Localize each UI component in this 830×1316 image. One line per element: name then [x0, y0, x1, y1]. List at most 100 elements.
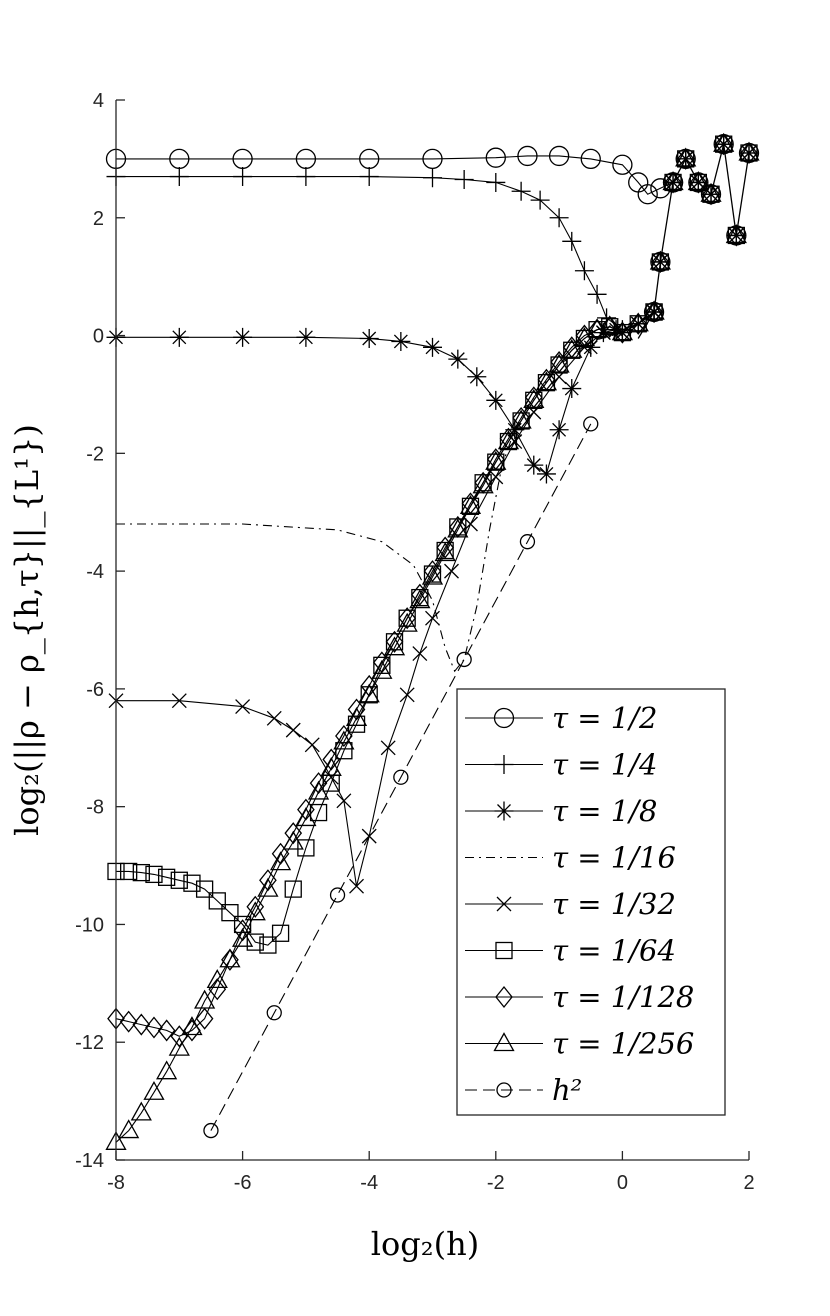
series-1-point [637, 184, 658, 205]
series-9-point [519, 534, 536, 550]
series-8-point [320, 757, 342, 777]
legend-marker [494, 801, 514, 821]
y-tick-label: -2 [86, 443, 104, 465]
series-1-point [548, 145, 570, 167]
series-9-line [210, 423, 592, 1131]
shared-tail-point [665, 174, 681, 190]
series-7-point [221, 948, 239, 971]
series-3-point [423, 337, 442, 357]
series-3-point [233, 327, 253, 347]
series-1-point [517, 145, 538, 167]
series-7-point [208, 978, 227, 1001]
series-8-point [586, 318, 608, 338]
series-8-point [206, 969, 228, 989]
series-8-point [561, 338, 583, 358]
series-1-point [580, 148, 601, 170]
series-3-point [448, 349, 468, 369]
series-6-point [233, 915, 252, 934]
series-3-point [549, 420, 569, 440]
series-7-point [347, 698, 366, 721]
legend-label: τ = 1/4 [552, 748, 657, 782]
series-5-point [266, 710, 282, 726]
y-tick-label: -4 [86, 561, 104, 583]
series-8-point [156, 1060, 178, 1080]
series-5-point [285, 722, 301, 738]
series-1 [105, 145, 684, 205]
series-7-point [132, 1013, 151, 1036]
series-6-point [170, 871, 188, 889]
x-tick-label: 2 [743, 1172, 754, 1194]
series-3-point [486, 390, 506, 410]
series-6-point [195, 880, 214, 898]
series-6-point [309, 803, 328, 822]
series-2-point [454, 170, 474, 189]
series-6-point [157, 868, 176, 886]
series-8-point [194, 989, 216, 1009]
legend-entry-6: τ = 1/64 [465, 934, 676, 968]
legend-entries: τ = 1/2 τ = 1/4 τ = 1/8 τ = 1/16 τ = 1/32 τ =… [465, 701, 694, 1107]
shared-tail-point [646, 304, 662, 320]
series-8-point [523, 389, 545, 408]
legend-marker [495, 985, 513, 1009]
shared-tail-point [645, 300, 663, 324]
series-5-point [336, 793, 352, 809]
series-8 [105, 300, 665, 1150]
series-2 [106, 167, 664, 340]
legend-label: τ = 1/2 [552, 701, 657, 735]
shared-tail-point [676, 147, 695, 170]
series-6-point [221, 904, 239, 922]
y-tick-label: -8 [86, 797, 104, 819]
series-8-point [497, 430, 520, 450]
ticks-layer: -8 -6 -4 -2 0 2 -14 -12 -10 -8 -6 -4 -2 0 2 4 [75, 90, 754, 1194]
series-5-point [171, 693, 187, 709]
series-8-point [219, 948, 241, 968]
series-6-point [347, 715, 366, 733]
shared-tail-point [703, 186, 719, 202]
series-6-point [271, 924, 290, 942]
shared-tail-point [678, 151, 694, 167]
series-8-point [345, 707, 368, 726]
x-tick-label: -4 [360, 1172, 378, 1194]
series-8-point [295, 807, 317, 827]
series-8-point [510, 409, 532, 429]
series-6-point [284, 880, 302, 898]
x-axis-label: log₂(h) [371, 1225, 479, 1263]
legend-entry-4: τ = 1/16 [465, 841, 676, 875]
series-8-point [535, 371, 558, 391]
series-1-point [485, 147, 506, 168]
x-tick-label: 0 [617, 1172, 628, 1194]
shared-tail [637, 132, 760, 339]
series-3-point [536, 464, 556, 484]
legend-entry-8: τ = 1/256 [465, 1027, 694, 1061]
series-3-point [296, 327, 316, 347]
series-4 [116, 311, 655, 673]
series-8-point [118, 1119, 140, 1139]
shared-tail-point [651, 250, 670, 273]
series-2-point [169, 167, 189, 187]
series-9-point [329, 887, 346, 903]
y-tick-label: -10 [75, 914, 104, 936]
series-8-point [409, 589, 431, 609]
series-4-line [116, 311, 655, 673]
legend-label: τ = 1/64 [552, 934, 676, 968]
series-5-point [425, 610, 440, 626]
series-8-point [383, 636, 406, 656]
series-9-point [393, 769, 409, 785]
series-2-point [562, 231, 582, 251]
series-3-point [467, 367, 487, 387]
series-8-point [447, 518, 469, 538]
y-tick-label: 2 [93, 208, 104, 230]
shared-tail-point [702, 183, 720, 206]
series-8-point [269, 851, 292, 871]
series-8-point [143, 1080, 165, 1100]
series-layer [105, 132, 760, 1150]
series-2-point [574, 261, 594, 281]
series-1-line [116, 155, 674, 195]
series-8-point [307, 780, 330, 800]
series-5-point [444, 563, 459, 579]
series-8-line [115, 311, 655, 1143]
series-8-point [282, 830, 304, 850]
shared-tail-point [664, 171, 682, 194]
series-9 [203, 416, 599, 1139]
